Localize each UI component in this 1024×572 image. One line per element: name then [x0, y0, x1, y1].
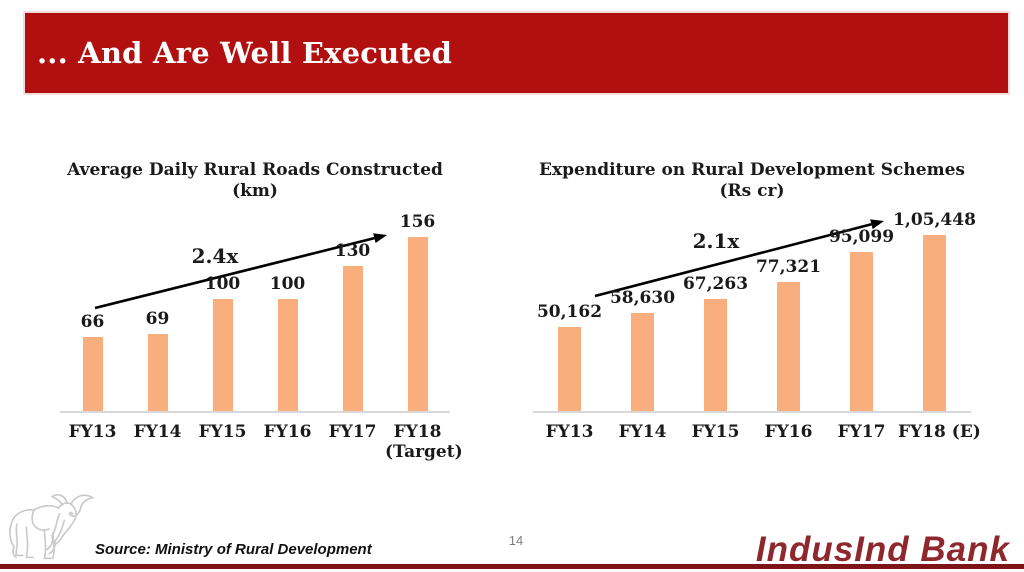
bars: 50,162 58,630 67,263 77,321 95,099 1,05,448 — [533, 207, 976, 411]
brand-wordmark: IndusInd Bank — [755, 530, 1010, 569]
bar-value-label: 100 — [269, 274, 306, 294]
bar — [631, 313, 654, 411]
bar-group: 156 — [385, 207, 450, 411]
chart-unit-label: (Rs cr) — [719, 181, 785, 202]
growth-multiplier-label: 2.1x — [692, 229, 740, 253]
bar-group: 50,162 — [533, 207, 606, 411]
chart-unit-label: (km) — [232, 181, 278, 202]
bar — [82, 337, 103, 411]
category-axis: FY13 FY14 FY15 FY16 FY17 FY18 (E) — [533, 422, 981, 442]
bar-group: 67,263 — [679, 207, 752, 411]
plot-area: 2.1x 50,162 58,630 67,263 77,321 95,099 1,05,… — [533, 207, 976, 413]
bars: 66 69 100 100 130 156 — [60, 207, 450, 411]
bar-value-label: 130 — [334, 241, 371, 261]
bar — [558, 327, 581, 411]
chart-title: Expenditure on Rural Development Schemes — [539, 160, 965, 180]
bar-value-label: 77,321 — [755, 257, 822, 277]
slide-title: ... And Are Well Executed — [37, 36, 453, 70]
bar-value-label: 69 — [145, 309, 170, 329]
category-label: FY16 — [263, 422, 312, 442]
bar-value-label: 58,630 — [609, 288, 676, 308]
bar-group: 130 — [320, 207, 385, 411]
category-label: FY14 — [618, 422, 667, 442]
bar-value-label: 66 — [80, 312, 105, 332]
bar-group: 69 — [125, 207, 190, 411]
chart-rural-roads: Average Daily Rural Roads Constructed (k… — [60, 160, 463, 463]
bar — [923, 235, 946, 411]
bar — [212, 299, 233, 411]
trend-arrow-icon — [594, 219, 884, 298]
bar — [850, 252, 873, 411]
category-label: FY14 — [133, 422, 182, 442]
category-label: FY17 — [837, 422, 886, 442]
bar-group: 95,099 — [825, 207, 898, 411]
page-number: 14 — [508, 533, 524, 548]
bar-value-label: 1,05,448 — [893, 210, 976, 230]
category-label: FY17 — [328, 422, 377, 442]
bar — [777, 282, 800, 411]
bar — [277, 299, 298, 411]
bar-group: 1,05,448 — [893, 207, 976, 411]
category-label: FY18 (E) — [898, 422, 981, 442]
bar-value-label: 95,099 — [828, 227, 895, 247]
plot-area: 2.4x 66 69 100 100 130 156 — [60, 207, 450, 413]
bar — [704, 299, 727, 411]
source-note: Source: Ministry of Rural Development — [95, 541, 372, 558]
bar-group: 77,321 — [752, 207, 825, 411]
bar-group: 100 — [190, 207, 255, 411]
bar-group: 58,630 — [606, 207, 679, 411]
bar-value-label: 100 — [204, 274, 241, 294]
category-label: FY15 — [198, 422, 247, 442]
trend-arrow-icon — [94, 233, 387, 310]
category-label: FY13 — [68, 422, 117, 442]
bar — [147, 334, 168, 411]
bar — [342, 266, 363, 411]
category-label: FY18 (Target) — [385, 422, 463, 463]
bar-value-label: 50,162 — [536, 302, 603, 322]
bar-value-label: 67,263 — [682, 274, 749, 294]
chart-header: Average Daily Rural Roads Constructed (k… — [60, 160, 450, 207]
bar — [407, 237, 428, 411]
growth-multiplier-label: 2.4x — [191, 244, 239, 268]
chart-expenditure: Expenditure on Rural Development Schemes… — [533, 160, 981, 442]
category-label: FY13 — [545, 422, 594, 442]
bar-value-label: 156 — [399, 212, 436, 232]
indusind-bull-outline-icon — [9, 494, 94, 560]
bar-group: 66 — [60, 207, 125, 411]
chart-title: Average Daily Rural Roads Constructed — [67, 160, 443, 180]
footer-rule — [0, 564, 1024, 569]
category-axis: FY13 FY14 FY15 FY16 FY17 FY18 (Target) — [60, 422, 463, 463]
chart-header: Expenditure on Rural Development Schemes… — [533, 160, 971, 207]
bar-group: 100 — [255, 207, 320, 411]
title-banner: ... And Are Well Executed — [25, 13, 1008, 93]
category-label: FY16 — [764, 422, 813, 442]
category-label: FY15 — [691, 422, 740, 442]
